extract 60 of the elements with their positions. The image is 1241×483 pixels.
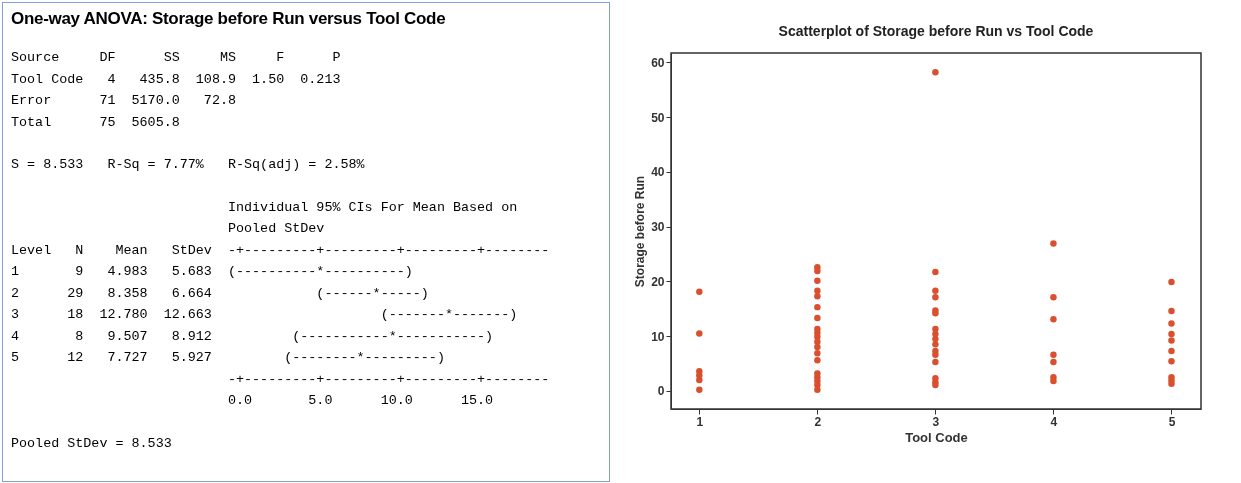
text: Individual 95% CIs For Mean Based on Pooled StDev Level N Mean StDev -+---------+---------+---------+-------- 1 9 4.983 5.683 (----------*----------) 2 29 8.358 6.664 (------*-----) 3 18 12.780 12.663 (-------*-------) 4 8 9.507 8.912 (-----------*-----------) 5 12 7.727 5.927 (--------*---------) -+---------+---------+---------+-------- 0.0 5.0 10.0 15.0: [11, 199, 550, 408]
point: [1050, 315, 1057, 323]
text: S = 8.533 R-Sq = 7.77% R-Sq(adj) = 2.58%: [11, 156, 366, 174]
point: [932, 358, 939, 366]
point: [932, 341, 939, 348]
point: [814, 267, 821, 275]
source-note: Source DF SS MS F P Tool Code 4 435.8 108.9 1.50 0.213 Error 71 5170.0 72.8 Total 75 5605.8: [11, 49, 342, 132]
point: [932, 68, 939, 76]
point: [814, 287, 821, 294]
point: [696, 386, 703, 394]
point: [696, 288, 703, 296]
point: [1050, 358, 1057, 366]
point: [814, 386, 821, 394]
point: [814, 277, 821, 285]
point: [814, 349, 821, 357]
point: [932, 325, 939, 333]
point: [1168, 330, 1175, 338]
text: Pooled StDev = 8.533: [11, 434, 173, 453]
point: [932, 335, 939, 343]
x-tick-label: 5: [1168, 414, 1176, 429]
point: [814, 314, 821, 322]
point: [814, 343, 821, 351]
point: [696, 330, 703, 337]
point: [1168, 380, 1175, 388]
point: [814, 381, 821, 389]
point: [1168, 337, 1175, 344]
point: [814, 292, 821, 300]
point: [814, 303, 821, 311]
point: [1050, 377, 1057, 385]
point: [1050, 294, 1057, 301]
point: [814, 338, 821, 345]
point: [932, 294, 939, 301]
x-axis-title: Tool Code: [905, 429, 968, 445]
point: [932, 287, 939, 294]
y-axis-title: Storage before Run: [633, 175, 648, 288]
point: [1168, 320, 1175, 327]
point: [1050, 240, 1057, 247]
point: [696, 376, 703, 384]
text: One-way ANOVA: Storage before Run versus Tool Code: [11, 9, 447, 29]
point: [1168, 307, 1175, 315]
point: [814, 357, 821, 364]
y-tick-label: 30: [651, 220, 665, 235]
y-tick-label: 60: [651, 55, 665, 70]
y-tick-label: 10: [651, 329, 665, 344]
point: [1050, 351, 1057, 359]
x-tick-label: 3: [932, 414, 940, 429]
point: [1168, 358, 1175, 365]
y-tick-label: 0: [657, 384, 665, 399]
y-tick-label: 40: [651, 165, 665, 180]
point: [1168, 278, 1175, 286]
chart-title: Scatterplot of Storage before Run vs Tool Code: [778, 23, 1094, 39]
point: [932, 330, 939, 338]
x-tick-label: 4: [1050, 414, 1058, 429]
x-tick-label: 1: [696, 414, 704, 429]
x-tick-label: 2: [814, 414, 822, 429]
y-tick-label: 50: [651, 110, 665, 125]
point: [932, 351, 939, 359]
point: [1168, 347, 1175, 355]
point: [932, 268, 939, 276]
y-tick-label: 20: [651, 274, 665, 289]
